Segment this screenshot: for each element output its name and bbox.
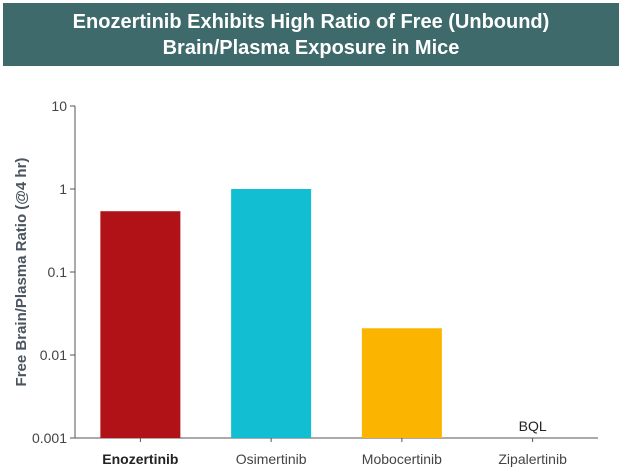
y-tick-label: 1 (59, 181, 67, 197)
y-tick-label: 0.1 (48, 264, 68, 280)
y-tick-label: 0.01 (40, 347, 67, 363)
chart-title: Enozertinib Exhibits High Ratio of Free … (3, 3, 619, 66)
y-axis-label: Free Brain/Plasma Ratio (@4 hr) (13, 158, 30, 387)
bar-mobocertinib (361, 328, 442, 438)
data-label-bql: BQL (519, 418, 547, 434)
chart-title-line-1: Enozertinib Exhibits High Ratio of Free … (72, 10, 550, 33)
chart-title-line-2: Brain/Plasma Exposure in Mice (162, 36, 460, 59)
y-tick-label: 10 (51, 98, 67, 114)
chart-bars (100, 189, 442, 438)
x-tick-label: Enozertinib (102, 451, 178, 467)
x-tick-label: Zipalertinib (498, 451, 567, 467)
bar-enozertinib (100, 211, 181, 438)
x-tick-label: Mobocertinib (362, 451, 442, 467)
bar-osimertinib (231, 189, 312, 438)
chart-labels: 10 1 0.1 0.01 0.001 Enozertinib Osimertinib Mob… (32, 98, 567, 467)
x-tick-label: Osimertinib (236, 451, 307, 467)
y-tick-label: 0.001 (32, 430, 67, 446)
